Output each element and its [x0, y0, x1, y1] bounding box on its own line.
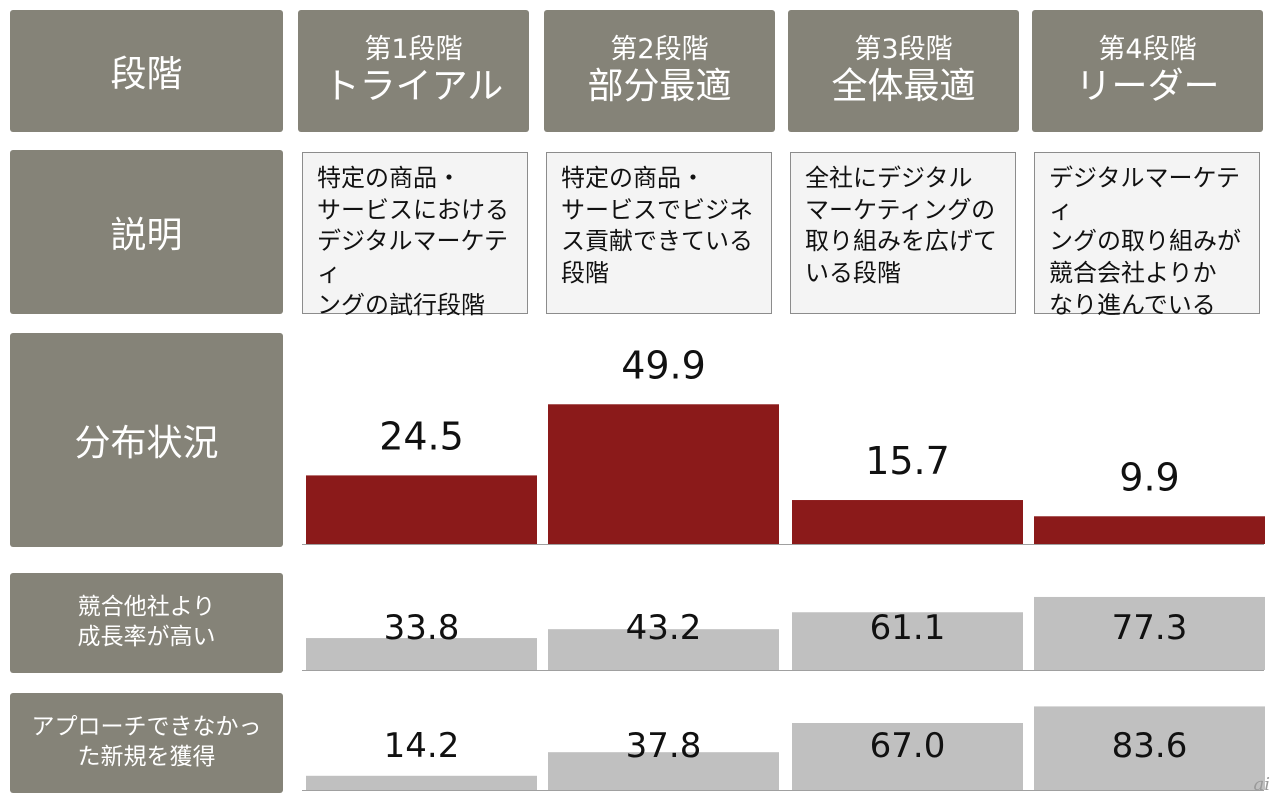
distribution-chart-label-3: 15.7 [865, 439, 950, 483]
distribution-chart-bar-1 [306, 475, 537, 544]
growth-chart-label-4: 77.3 [1112, 608, 1188, 648]
row-label-acquisition-line2: た新規を獲得 [77, 744, 216, 770]
row-label-distribution: 分布状況 [10, 333, 283, 547]
row-label-stage: 段階 [10, 10, 283, 132]
stage-header-3: 第3段階 全体最適 [788, 10, 1019, 132]
row-label-growth-line1: 競合他社より [77, 594, 216, 621]
growth-chart-label-2: 43.2 [626, 608, 702, 648]
row-label-acquisition-line1: アプローチできなかっ [31, 714, 262, 741]
distribution-chart-bar-2 [548, 404, 779, 544]
growth-chart: 33.8 43.2 61.1 77.3 [302, 596, 1265, 671]
stage-header-3-sub: 第3段階 [854, 33, 953, 65]
stage-header-4-main: リーダー [1075, 65, 1220, 107]
acquisition-chart-bar-3 [792, 723, 1023, 790]
row-label-growth-line2: 成長率が高い [77, 624, 216, 650]
stage-header-1: 第1段階 トライアル [298, 10, 529, 132]
growth-chart-label-1: 33.8 [384, 608, 460, 648]
acquisition-chart-bar-1 [306, 775, 537, 790]
acquisition-chart-label-2: 37.8 [626, 726, 702, 766]
stage-header-3-main: 全体最適 [831, 65, 976, 107]
stage-header-2-sub: 第2段階 [610, 33, 709, 65]
description-cell-3: 全社にデジタル マーケティングの 取り組みを広げて いる段階 [790, 152, 1016, 314]
watermark-logo: ai [1253, 774, 1271, 795]
stage-header-4: 第4段階 リーダー [1032, 10, 1263, 132]
row-label-acquisition: アプローチできなかっ た新規を獲得 [10, 693, 283, 793]
row-label-stage-text: 段階 [110, 54, 183, 95]
row-label-growth: 競合他社より 成長率が高い [10, 573, 283, 673]
distribution-chart-label-2: 49.9 [621, 343, 706, 387]
row-label-distribution-text: 分布状況 [74, 423, 219, 464]
growth-chart-label-3: 61.1 [870, 608, 946, 648]
distribution-chart-label-1: 24.5 [379, 414, 464, 458]
stage-header-2: 第2段階 部分最適 [544, 10, 775, 132]
stage-header-1-sub: 第1段階 [364, 33, 463, 65]
growth-chart-bar-1 [306, 638, 537, 670]
stage-header-4-sub: 第4段階 [1098, 33, 1197, 65]
description-cell-2: 特定の商品・ サービスでビジネ ス貢献できている 段階 [546, 152, 772, 314]
distribution-chart-label-4: 9.9 [1119, 455, 1179, 499]
distribution-chart-bar-4 [1034, 516, 1265, 544]
row-label-description: 説明 [10, 150, 283, 314]
acquisition-chart-label-3: 67.0 [870, 726, 946, 766]
acquisition-chart-bar-2 [548, 752, 779, 790]
growth-chart-bar-2 [548, 629, 779, 670]
growth-chart-bar-4 [1034, 596, 1265, 670]
description-cell-1: 特定の商品・ サービスにおける デジタルマーケティ ングの試行段階 [302, 152, 528, 319]
acquisition-chart-label-1: 14.2 [384, 726, 460, 766]
row-label-description-text: 説明 [110, 215, 183, 256]
description-cell-4: デジタルマーケティ ングの取り組みが 競合会社よりか なり進んでいる [1034, 152, 1260, 319]
acquisition-chart-label-4: 83.6 [1112, 726, 1188, 766]
stage-header-1-main: トライアル [323, 65, 504, 107]
distribution-chart: 24.5 49.9 15.7 9.9 [302, 343, 1265, 545]
growth-chart-bar-3 [792, 612, 1023, 670]
acquisition-chart-bar-4 [1034, 706, 1265, 790]
distribution-chart-bar-3 [792, 500, 1023, 544]
stage-header-2-main: 部分最適 [587, 65, 732, 107]
acquisition-chart: 14.2 37.8 67.0 83.6 [302, 706, 1265, 791]
